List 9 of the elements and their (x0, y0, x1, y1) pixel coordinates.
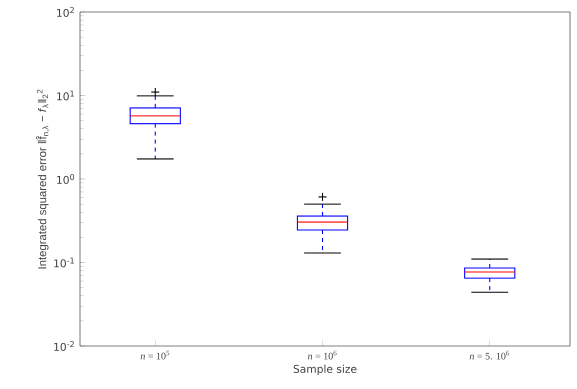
x-tick-label: n = 5. 10$^{6}$ (470, 350, 510, 360)
x-axis-title: Sample size (294, 364, 356, 375)
y-tick-label: 10$^{2}$ (57, 7, 74, 17)
y-tick-label: 10$^{-2}$ (54, 341, 74, 351)
x-tick-label: n = 10$^{5}$ (140, 350, 170, 360)
y-tick-label: 10$^{0}$ (57, 174, 74, 184)
x-tick-label: n = 10$^{6}$ (308, 350, 337, 360)
y-tick-label: 10$^{-1}$ (54, 258, 74, 268)
y-tick-label: 10$^{1}$ (57, 90, 74, 100)
